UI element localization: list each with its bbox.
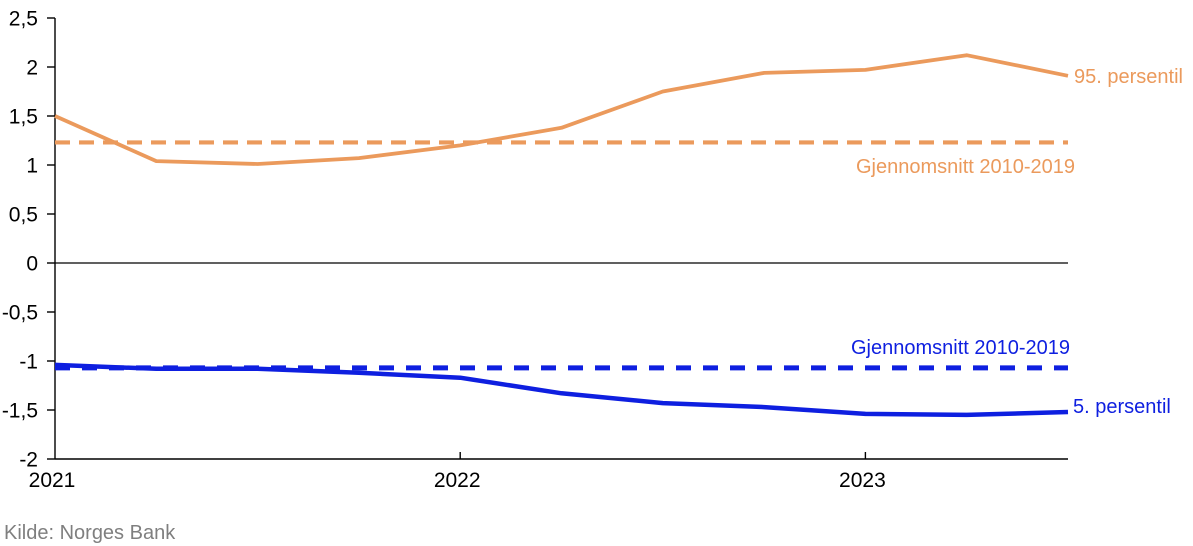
x-tick-label: 2022: [434, 469, 481, 492]
y-tick-label: 0,5: [9, 204, 38, 227]
y-tick-label: -2: [19, 449, 38, 472]
y-tick-label: 2: [26, 57, 38, 80]
y-tick-label: -0,5: [2, 302, 38, 325]
series-line-0: [54, 53, 1069, 166]
y-tick-label: 0: [26, 253, 38, 276]
y-tick-label: 1: [26, 155, 38, 178]
y-tick-label: 1,5: [9, 106, 38, 129]
y-tick-label: -1: [19, 351, 38, 374]
x-tick-label: 2021: [29, 469, 76, 492]
series-label-gjennomsnitt-blue: Gjennomsnitt 2010-2019: [851, 337, 1071, 359]
series-label-gjennomsnitt-orange: Gjennomsnitt 2010-2019: [856, 156, 1076, 178]
series-label-95-persentil: 95. persentil: [1074, 66, 1183, 88]
y-tick-label: -1,5: [2, 400, 38, 423]
y-tick-label: 2,5: [9, 8, 38, 31]
x-tick-label: 2023: [839, 469, 886, 492]
series-line-3: [54, 362, 1069, 418]
series-label-5-persentil: 5. persentil: [1073, 396, 1171, 418]
source-caption: Kilde: Norges Bank: [4, 522, 176, 544]
